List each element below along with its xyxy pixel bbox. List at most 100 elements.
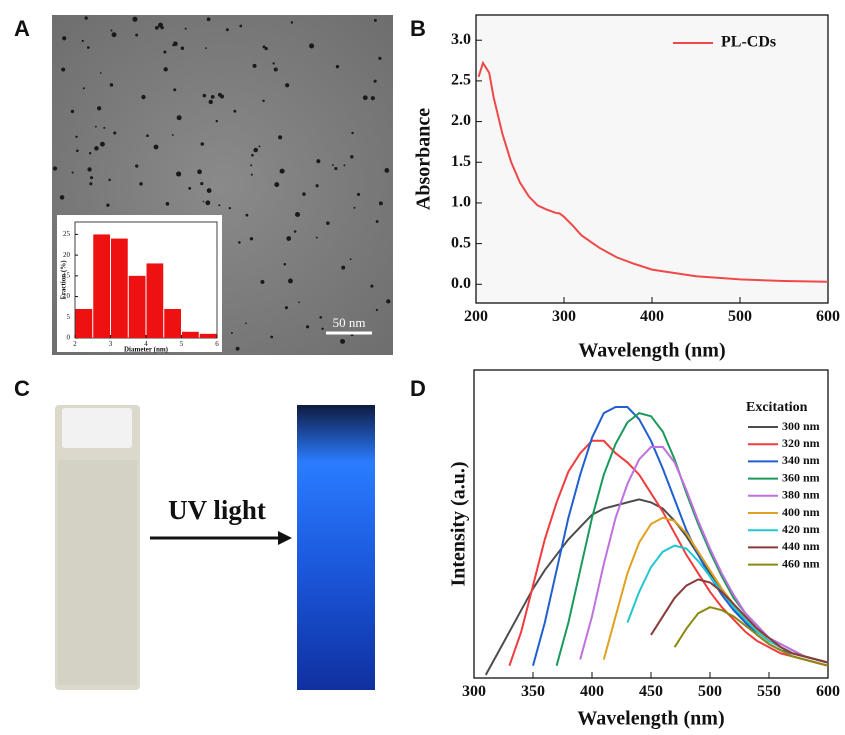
particle bbox=[260, 279, 265, 284]
y-tick-label: 15 bbox=[63, 271, 71, 279]
particle bbox=[206, 188, 212, 193]
particle bbox=[315, 236, 318, 239]
legend-label: 360 nm bbox=[782, 470, 820, 484]
particle bbox=[89, 176, 94, 180]
particle bbox=[86, 46, 90, 49]
particle bbox=[163, 67, 168, 72]
particle bbox=[225, 28, 229, 32]
particle bbox=[309, 43, 315, 49]
particle bbox=[258, 145, 261, 148]
particle bbox=[375, 220, 379, 223]
particle bbox=[141, 94, 146, 100]
y-tick-label: 25 bbox=[63, 230, 71, 238]
particle bbox=[180, 46, 185, 50]
particle bbox=[81, 39, 84, 42]
particle bbox=[135, 164, 139, 168]
particle bbox=[272, 62, 275, 65]
x-tick-label: 3 bbox=[109, 340, 113, 348]
y-axis-label: Fraction (%) bbox=[60, 260, 68, 300]
legend-label: 440 nm bbox=[782, 539, 820, 553]
particle bbox=[70, 109, 75, 114]
particle bbox=[286, 236, 292, 241]
particle bbox=[285, 83, 290, 88]
x-axis-label: Diameter (nm) bbox=[124, 346, 169, 354]
particle bbox=[82, 87, 85, 90]
particle bbox=[250, 164, 253, 167]
y-axis-label: Absorbance bbox=[413, 108, 435, 210]
particle bbox=[200, 142, 205, 146]
particle bbox=[75, 135, 78, 139]
legend-label: PL-CDs bbox=[721, 34, 776, 51]
particle bbox=[206, 17, 211, 22]
particle bbox=[316, 159, 321, 164]
cuvette-uv bbox=[297, 405, 375, 690]
particle bbox=[94, 146, 99, 151]
particle bbox=[245, 213, 249, 217]
y-tick-label: 20 bbox=[63, 251, 71, 259]
particle bbox=[290, 21, 294, 24]
bar bbox=[111, 238, 128, 338]
arrow-head bbox=[278, 531, 292, 545]
particle bbox=[188, 186, 192, 190]
particle bbox=[277, 135, 283, 140]
particle bbox=[252, 63, 257, 68]
particle bbox=[160, 25, 164, 30]
particle bbox=[109, 83, 114, 87]
particle bbox=[84, 16, 88, 20]
y-tick-label: 2.0 bbox=[451, 112, 471, 129]
y-tick-label: 10 bbox=[63, 292, 71, 300]
particle bbox=[208, 99, 213, 105]
particle bbox=[230, 332, 233, 334]
particle bbox=[110, 29, 113, 32]
particle bbox=[331, 164, 334, 166]
panel-label: B bbox=[410, 16, 426, 41]
particle bbox=[262, 99, 265, 103]
particle bbox=[238, 241, 241, 244]
x-tick-label: 5 bbox=[180, 340, 184, 348]
cuvette-cap bbox=[62, 408, 132, 448]
line bbox=[579, 446, 829, 664]
particle bbox=[349, 258, 352, 260]
particle bbox=[319, 316, 323, 319]
particle bbox=[173, 41, 178, 47]
particle bbox=[218, 204, 221, 207]
particle bbox=[356, 192, 361, 196]
y-axis-label: Intensity (a.u.) bbox=[448, 461, 470, 586]
particle bbox=[249, 237, 254, 241]
legend-label: 400 nm bbox=[782, 505, 820, 519]
particle bbox=[62, 36, 67, 41]
particle bbox=[103, 126, 106, 129]
particle bbox=[351, 131, 354, 135]
particle bbox=[215, 119, 218, 123]
particle bbox=[99, 141, 105, 147]
particle bbox=[88, 152, 92, 155]
particle bbox=[165, 202, 170, 206]
y-tick-label: 0.5 bbox=[451, 234, 471, 251]
bar bbox=[164, 309, 181, 338]
solution bbox=[58, 460, 137, 685]
arrow-label: UV light bbox=[168, 495, 266, 525]
particle bbox=[106, 203, 110, 207]
x-axis-label: Wavelength (nm) bbox=[577, 708, 724, 730]
particle bbox=[171, 133, 174, 136]
particle bbox=[146, 134, 149, 138]
particle bbox=[293, 230, 297, 233]
legend-label: 420 nm bbox=[782, 522, 820, 536]
x-tick-label: 200 bbox=[464, 308, 488, 325]
particle bbox=[111, 32, 117, 38]
particle bbox=[341, 265, 346, 270]
line bbox=[508, 439, 829, 667]
particle bbox=[96, 106, 102, 111]
scale-bar-label: 50 nm bbox=[333, 315, 366, 330]
x-tick-label: 550 bbox=[757, 683, 781, 700]
legend-label: 460 nm bbox=[782, 556, 820, 570]
particle bbox=[335, 64, 340, 69]
particle bbox=[205, 200, 211, 206]
particle bbox=[217, 92, 222, 97]
particle bbox=[287, 278, 293, 284]
x-tick-label: 4 bbox=[144, 340, 148, 348]
particle bbox=[202, 200, 205, 203]
particle bbox=[153, 144, 159, 150]
particle bbox=[250, 173, 253, 176]
bar bbox=[182, 331, 199, 338]
